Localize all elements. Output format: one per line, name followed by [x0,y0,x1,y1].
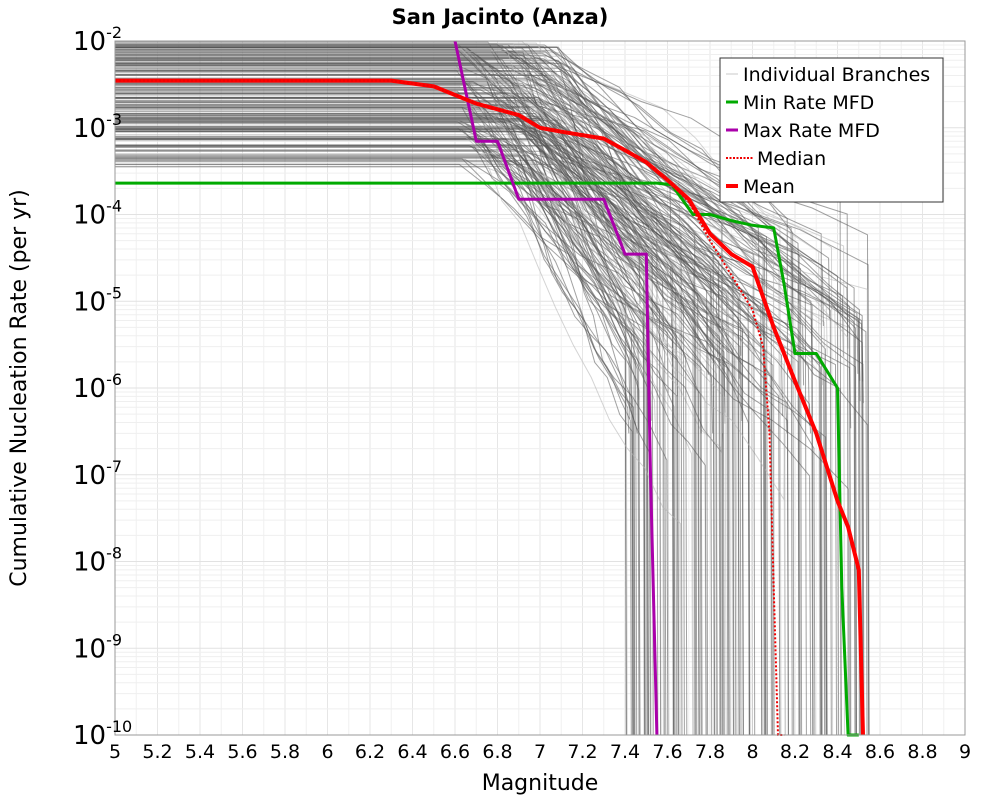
branch-line [115,44,861,736]
x-tick-label: 5.6 [227,741,257,763]
x-tick-label: 6 [321,741,333,763]
x-tick-label: 8.4 [822,741,852,763]
y-tick-label: 10-2 [73,23,122,57]
branch-line [115,80,775,736]
legend-box [719,57,944,203]
branch-line [115,96,742,356]
legend: Individual Branches Min Rate MFD Max Rate … [719,57,944,203]
branch-line [115,89,654,736]
y-tick-label: 10-4 [73,197,122,231]
branch-line [115,121,763,736]
branch-line [115,87,826,736]
branch-line [115,110,846,736]
branch-line [115,131,864,382]
legend-label: Max Rate MFD [743,120,880,142]
series-median [115,79,785,736]
branch-line [115,54,803,736]
x-tick-label: 5.4 [185,741,215,763]
branch-line [115,63,683,736]
y-tick-label: 10-9 [73,630,122,664]
branch-line [115,100,716,736]
branch-line [115,97,766,736]
x-tick-label: 8 [746,741,758,763]
x-tick-label: 6.8 [482,741,512,763]
branch-line [115,121,679,736]
plot-frame [114,40,966,736]
branch-line [115,129,703,736]
x-tick-label: 8.2 [780,741,810,763]
branch-line [115,60,709,375]
x-axis-label: Magnitude [482,771,599,796]
x-tick-label: 7.8 [695,741,725,763]
x-tick-label: 9 [959,741,971,763]
branch-line [115,67,824,327]
x-tick-label: 5 [109,741,121,763]
branch-line [115,117,676,736]
branch-line [115,81,773,736]
branch-line [115,84,814,736]
legend-label: Min Rate MFD [743,92,874,114]
series-max-rate-mfd [453,40,659,736]
branch-line [115,49,720,332]
series-lines [115,40,865,737]
x-tick-label: 8.8 [907,741,937,763]
branch-line [115,67,651,736]
branch-line [115,72,649,736]
x-tick-label: 5.8 [270,741,300,763]
x-tick-label: 7 [534,741,546,763]
branch-line [115,157,702,434]
x-tick-label: 7.2 [567,741,597,763]
branch-line [115,80,641,305]
branch-line [115,144,635,736]
x-tick-label: 7.4 [610,741,640,763]
branch-line [115,45,724,736]
branch-line [115,72,850,736]
y-tick-label: 10-7 [73,457,122,491]
branch-line [115,138,638,434]
branch-line [115,89,756,736]
x-tick-label: 8.6 [865,741,895,763]
branch-line [115,46,861,402]
branch-line [115,149,632,409]
branch-line [115,47,740,736]
branch-line [115,128,631,419]
individual-branches [115,40,870,736]
branch-line [115,104,788,434]
y-tick-label: 10-8 [73,544,122,578]
branch-line [115,74,842,736]
chart-title: San Jacinto (Anza) [392,5,609,29]
branch-line [115,47,831,319]
x-tick-labels: 5 5.2 5.4 5.6 5.8 6 6.2 6.4 6.6 6.8 7 7.2 7.4 7.6 7.8 8… [109,741,971,763]
branch-line [115,154,812,736]
branch-line [115,155,683,736]
legend-label: Median [757,148,826,170]
series-min-rate-mfd [115,181,859,737]
x-tick-label: 6.4 [397,741,427,763]
branch-line [115,58,760,289]
y-axis-label: Cumulative Nucleation Rate (per yr) [7,189,32,587]
branch-line [115,51,670,736]
legend-label: Mean [743,176,795,198]
x-tick-label: 6.2 [355,741,385,763]
branch-line [115,103,707,434]
x-tick-label: 5.2 [142,741,172,763]
branch-line [115,104,869,736]
x-tick-label: 6.6 [440,741,470,763]
y-tick-label: 10-3 [73,110,122,144]
y-tick-label: 10-6 [73,370,122,404]
x-tick-label: 7.6 [652,741,682,763]
y-tick-label: 10-10 [73,717,132,751]
legend-label: Individual Branches [743,64,930,86]
y-tick-label: 10-5 [73,283,122,317]
y-tick-labels: 10-2 10-3 10-4 10-5 10-6 10-7 10-8 10-9 10-10 [73,23,132,751]
